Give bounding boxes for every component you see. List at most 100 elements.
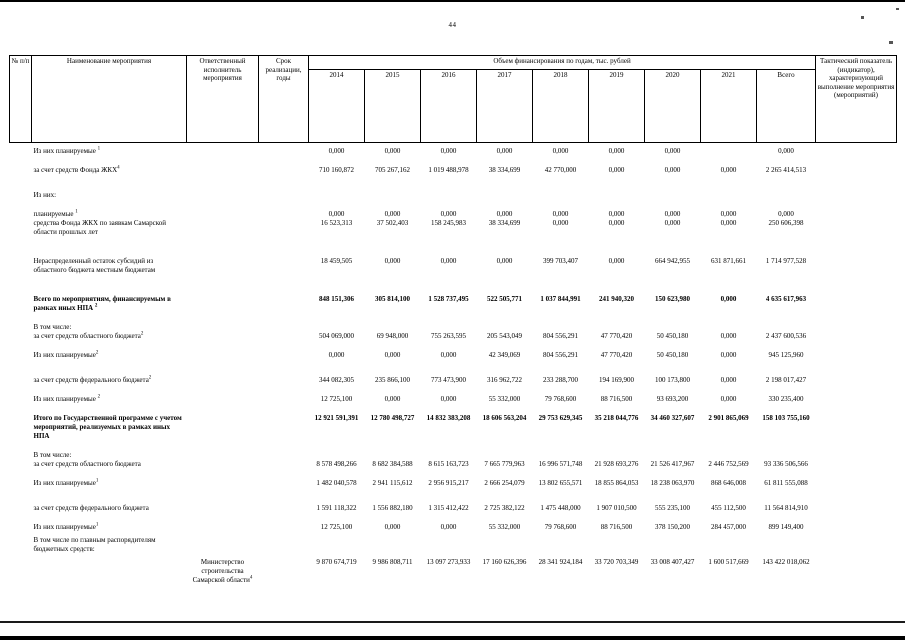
cell-value: 1 556 882,180 bbox=[372, 504, 413, 512]
table-row: Министерство строительства Самарской обл… bbox=[10, 554, 897, 585]
cell-value bbox=[533, 313, 589, 332]
cell-value: 16 523,313 bbox=[320, 219, 353, 227]
cell-value: 504 069,000 bbox=[319, 332, 354, 340]
cell-num bbox=[10, 237, 32, 275]
cell-num bbox=[10, 341, 32, 360]
table-row: за счет средств Фонда ЖКХ4 710 160,872 705… bbox=[10, 156, 897, 175]
cell-value: 0,000 bbox=[720, 219, 737, 227]
cell-value bbox=[309, 532, 365, 554]
table-row: средства Фонда ЖКХ по заявкам Самарской … bbox=[10, 219, 897, 237]
cell-value: 12 725,100 bbox=[320, 395, 353, 403]
cell-value: 0,000 bbox=[720, 295, 737, 303]
cell-value: 33 008 407,427 bbox=[650, 558, 695, 566]
cell-value: 0,000 bbox=[440, 523, 457, 531]
cell-executor bbox=[187, 275, 259, 313]
row-label: Из них планируемые 2 bbox=[33, 394, 101, 403]
scan-speck bbox=[889, 41, 893, 44]
col-header-executor: Ответственный исполнитель мероприятия bbox=[186, 55, 259, 143]
table-row: Из них планируемые2 0,000 0,000 0,000 42 349… bbox=[10, 341, 897, 360]
cell-value bbox=[757, 532, 816, 554]
table-body: Из них планируемые 1 0,000 0,000 0,000 0,000… bbox=[10, 143, 897, 586]
cell-value bbox=[365, 441, 421, 460]
col-header-year-2018: 2018 bbox=[532, 69, 589, 143]
cell-value: 9 870 674,719 bbox=[316, 558, 357, 566]
row-label: Всего по мероприятиям, финансируемым в р… bbox=[33, 295, 171, 312]
cell-value: 55 332,000 bbox=[488, 395, 521, 403]
cell-value bbox=[477, 313, 533, 332]
scan-speck bbox=[896, 8, 899, 10]
cell-value: 79 768,600 bbox=[544, 523, 577, 531]
col-header-year-2021: 2021 bbox=[700, 69, 757, 143]
cell-value: 0,000 bbox=[384, 523, 401, 531]
cell-value: 18 606 563,204 bbox=[482, 414, 527, 422]
row-label: Из них планируемые1 bbox=[33, 522, 99, 531]
cell-value: 804 556,291 bbox=[543, 332, 578, 340]
cell-num bbox=[10, 143, 32, 157]
cell-value bbox=[533, 175, 589, 200]
row-label: Итого по Государственной программе с уче… bbox=[33, 414, 182, 440]
cell-value: 9 986 808,711 bbox=[372, 558, 413, 566]
cell-value: 868 646,008 bbox=[711, 479, 746, 487]
footnote-marker: 2 bbox=[148, 375, 152, 381]
cell-value: 284 457,000 bbox=[711, 523, 746, 531]
footnote-marker: 1 bbox=[97, 146, 101, 152]
cell-num bbox=[10, 554, 32, 585]
table-row: Итого по Государственной программе с уче… bbox=[10, 404, 897, 441]
cell-value bbox=[757, 441, 816, 460]
cell-executor bbox=[187, 532, 259, 554]
col-header-year-2016: 2016 bbox=[420, 69, 477, 143]
cell-value: 0,000 bbox=[384, 351, 401, 359]
cell-value bbox=[365, 313, 421, 332]
cell-value: 18 238 063,970 bbox=[650, 479, 695, 487]
cell-value: 79 768,600 bbox=[544, 395, 577, 403]
cell-value bbox=[421, 441, 477, 460]
cell-value: 235 866,100 bbox=[375, 376, 410, 384]
cell-executor bbox=[187, 175, 259, 200]
cell-value: 0,000 bbox=[664, 210, 681, 218]
col-header-indicator: Тактический показатель (индикатор), хара… bbox=[815, 55, 898, 143]
cell-value: 305 814,100 bbox=[375, 295, 410, 303]
cell-value: 12 921 591,391 bbox=[314, 414, 359, 422]
cell-term bbox=[259, 275, 309, 313]
cell-value: 0,000 bbox=[440, 147, 457, 155]
cell-value: 2 265 414,513 bbox=[765, 166, 807, 174]
cell-value: 47 770,420 bbox=[600, 351, 633, 359]
footnote-marker: 4 bbox=[249, 575, 253, 581]
cell-value: 1 475 448,000 bbox=[540, 504, 581, 512]
cell-num bbox=[10, 513, 32, 532]
cell-value: 1 019 488,978 bbox=[428, 166, 469, 174]
cell-value: 378 150,200 bbox=[655, 523, 690, 531]
table-row: Из них: bbox=[10, 175, 897, 200]
col-header-year-2014: 2014 bbox=[308, 69, 365, 143]
cell-num bbox=[10, 460, 32, 469]
cell-value bbox=[533, 441, 589, 460]
cell-value bbox=[645, 313, 701, 332]
cell-value: 899 149,400 bbox=[768, 523, 804, 531]
cell-value: 93 336 506,566 bbox=[764, 460, 808, 468]
cell-value: 2 666 254,079 bbox=[484, 479, 525, 487]
row-label: за счет средств федерального бюджета bbox=[33, 504, 149, 512]
cell-term bbox=[259, 156, 309, 175]
cell-value: 0,000 bbox=[328, 147, 345, 155]
cell-value: 28 341 924,184 bbox=[538, 558, 583, 566]
cell-value bbox=[421, 175, 477, 200]
cell-value: 194 169,900 bbox=[599, 376, 634, 384]
footnote-marker: 2 bbox=[97, 394, 101, 400]
scan-speck bbox=[861, 16, 864, 19]
cell-value: 1 528 737,495 bbox=[428, 295, 469, 303]
cell-value: 69 948,000 bbox=[376, 332, 409, 340]
cell-value: 34 460 327,607 bbox=[650, 414, 695, 422]
cell-value: 804 556,291 bbox=[543, 351, 578, 359]
cell-value: 0,000 bbox=[552, 219, 569, 227]
cell-value: 2 437 600,536 bbox=[765, 332, 807, 340]
cell-num bbox=[10, 219, 32, 237]
cell-num bbox=[10, 404, 32, 441]
cell-executor bbox=[187, 143, 259, 157]
cell-value: 0,000 bbox=[496, 147, 513, 155]
row-label: за счет средств областного бюджета bbox=[33, 460, 141, 468]
cell-value: 13 097 273,933 bbox=[426, 558, 471, 566]
cell-value bbox=[701, 441, 757, 460]
cell-value: 0,000 bbox=[440, 351, 457, 359]
table-row: Всего по мероприятиям, финансируемым в р… bbox=[10, 275, 897, 313]
cell-value bbox=[701, 532, 757, 554]
